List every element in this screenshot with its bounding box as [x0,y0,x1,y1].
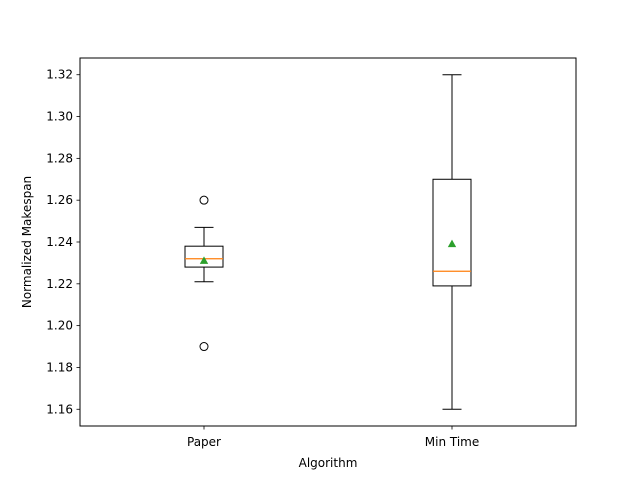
x-tick-label: Min Time [425,435,479,449]
y-tick-label: 1.20 [46,319,73,333]
boxes-layer [184,74,472,410]
outlier-point [199,342,209,352]
outlier-point [199,195,209,205]
y-tick-label: 1.26 [46,193,73,207]
x-axis: Paper Min Time [187,426,479,449]
plot-frame [79,57,577,427]
y-tick-label: 1.24 [46,235,73,249]
mean-marker [447,239,457,248]
y-tick-label: 1.28 [46,151,73,165]
x-axis-label: Algorithm [299,456,358,470]
y-axis-label: Normalized Makespan [20,176,34,308]
plot-area [80,58,576,426]
box-iqr [184,245,224,268]
box-group [432,74,472,410]
y-tick-label: 1.22 [46,277,73,291]
y-axis: 1.16 1.18 1.20 1.22 1.24 1.26 1.28 1.30 1.32 [46,68,80,416]
box-iqr [432,178,472,287]
y-tick-label: 1.30 [46,110,73,124]
box-group [184,195,224,352]
y-tick-label: 1.16 [46,402,73,416]
y-tick-label: 1.32 [46,68,73,82]
mean-marker [199,256,209,264]
y-tick-label: 1.18 [46,360,73,374]
x-tick-label: Paper [187,435,221,449]
